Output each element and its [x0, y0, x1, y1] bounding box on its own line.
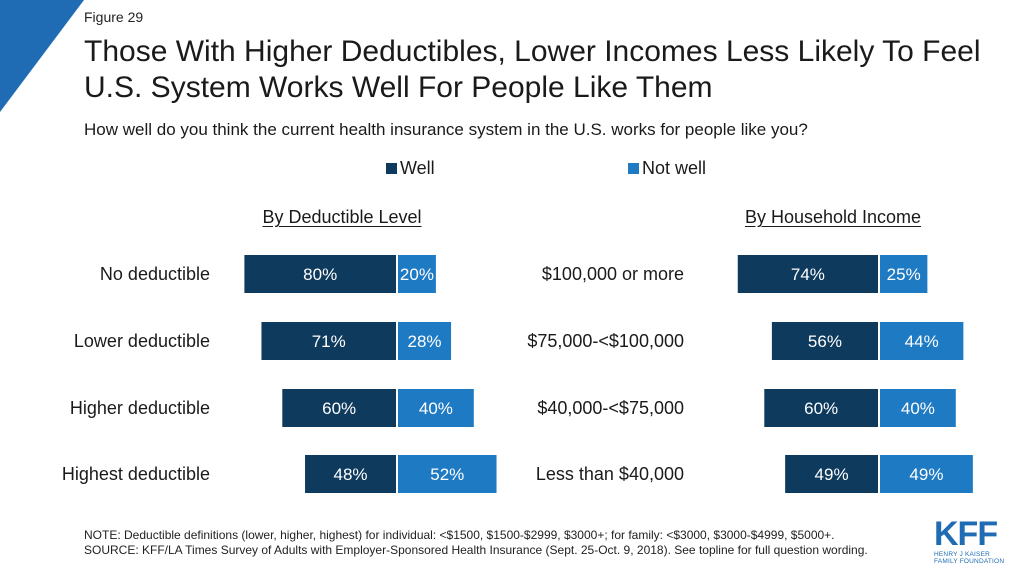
- source-text: SOURCE: KFF/LA Times Survey of Adults wi…: [84, 543, 868, 557]
- legend-item-not-well: Not well: [628, 158, 706, 179]
- data-label-not-well: 25%: [887, 265, 921, 284]
- category-label: Less than $40,000: [536, 464, 684, 484]
- data-label-well: 71%: [312, 332, 346, 351]
- category-label: Lower deductible: [74, 331, 210, 351]
- data-label-well: 60%: [322, 399, 356, 418]
- bar-not-well: [880, 389, 956, 427]
- bar-not-well: [880, 322, 964, 360]
- legend-item-well: Well: [386, 158, 435, 179]
- footnotes: NOTE: Deductible definitions (lower, hig…: [84, 528, 868, 558]
- data-label-well: 49%: [815, 465, 849, 484]
- bar-not-well: [398, 389, 474, 427]
- legend-label-well: Well: [400, 158, 435, 178]
- bar-well: [737, 255, 878, 293]
- figure-label: Figure 29: [84, 9, 144, 25]
- kff-logo: KFF HENRY J KAISER FAMILY FOUNDATION: [934, 515, 1008, 565]
- data-label-not-well: 28%: [408, 332, 442, 351]
- data-label-well: 56%: [808, 332, 842, 351]
- data-label-not-well: 40%: [419, 399, 453, 418]
- kff-logo-mark: KFF: [934, 515, 998, 553]
- category-label: No deductible: [100, 264, 210, 284]
- category-label: $40,000-<$75,000: [537, 398, 684, 418]
- data-label-well: 48%: [334, 465, 368, 484]
- data-label-not-well: 52%: [430, 465, 464, 484]
- data-label-not-well: 40%: [901, 399, 935, 418]
- data-label-not-well: 20%: [400, 265, 434, 284]
- legend-swatch-well: [386, 163, 397, 174]
- legend-label-not-well: Not well: [642, 158, 707, 178]
- bar-well: [282, 389, 396, 427]
- bar-not-well: [398, 455, 497, 493]
- chart-subtitle: How well do you think the current health…: [84, 120, 808, 139]
- bar-well: [785, 455, 878, 493]
- chart-title: Those With Higher Deductibles, Lower Inc…: [84, 35, 981, 104]
- bar-well: [771, 322, 878, 360]
- note-text: NOTE: Deductible definitions (lower, hig…: [84, 528, 835, 542]
- data-label-well: 74%: [791, 265, 825, 284]
- data-label-not-well: 44%: [905, 332, 939, 351]
- bar-well: [305, 455, 396, 493]
- bar-well: [764, 389, 878, 427]
- section-title-income: By Household Income: [744, 207, 922, 227]
- bar-not-well: [880, 255, 928, 293]
- kff-logo-subtitle: HENRY J KAISER FAMILY FOUNDATION: [934, 551, 1005, 565]
- bar-well: [261, 322, 396, 360]
- data-label-well: 60%: [804, 399, 838, 418]
- category-label: $75,000-<$100,000: [527, 331, 684, 351]
- bar-not-well: [398, 322, 452, 360]
- category-label: Highest deductible: [62, 464, 210, 484]
- legend-swatch-not-well: [628, 163, 639, 174]
- corner-accent-shape: [0, 0, 84, 112]
- bar-not-well: [880, 455, 973, 493]
- category-label: $100,000 or more: [542, 264, 684, 284]
- data-label-not-well: 49%: [909, 465, 943, 484]
- legend: Well Not well: [0, 158, 1024, 182]
- data-label-well: 80%: [303, 265, 337, 284]
- section-title-deductible: By Deductible Level: [262, 207, 422, 227]
- category-label: Higher deductible: [70, 398, 210, 418]
- bar-well: [244, 255, 396, 293]
- bar-not-well: [398, 255, 436, 293]
